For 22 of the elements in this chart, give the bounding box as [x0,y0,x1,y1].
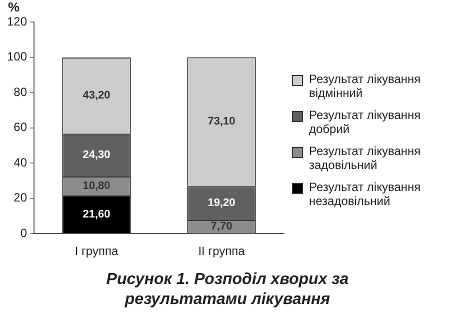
y-tick-label: 0 [20,226,28,240]
y-tick-label: 80 [14,84,28,99]
legend-label: Результат лікування незадовільний [309,180,422,208]
data-label: 43,20 [82,90,110,102]
y-tick-label: 100 [6,50,28,64]
data-label: 73,10 [208,116,236,128]
legend-label: Результат лікування задовільний [309,144,422,172]
y-tick-label: 120 [6,14,28,28]
data-label: 21,60 [82,208,110,220]
text: Рисунок 1. Розподіл хворих за результатами лікування [105,270,350,310]
y-tick-label: 20 [14,190,28,205]
y-axis-title: % [8,0,20,15]
x-tick-label: I группа [74,244,118,258]
data-label: 7,70 [210,220,232,233]
data-label: 19,20 [208,197,236,210]
legend-label: Результат лікування добрий [309,108,422,136]
data-label: 24,30 [82,149,110,162]
x-tick-label: II группа [198,244,246,258]
y-tick-label: 40 [14,155,28,170]
data-label: 10,80 [82,180,110,192]
legend-label: Результат лікування відмінний [309,72,422,100]
y-tick-label: 60 [14,120,28,134]
